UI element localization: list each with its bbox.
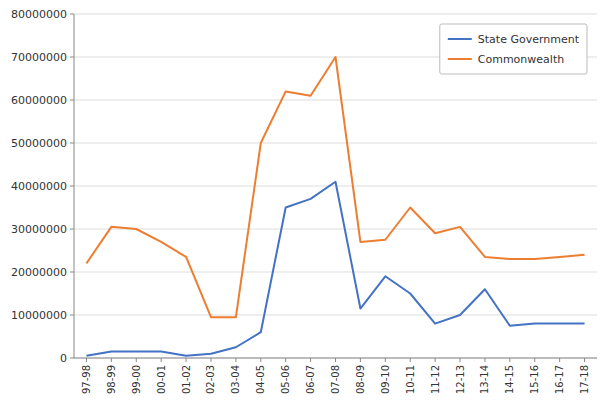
- y-tick-label: 30000000: [11, 223, 67, 236]
- legend-swatch: [448, 58, 472, 60]
- x-tick-label: 08-09: [355, 365, 366, 394]
- grid-line: [74, 100, 597, 101]
- x-tick: [335, 358, 336, 362]
- x-tick: [584, 358, 585, 362]
- legend: State Government Commonwealth: [440, 24, 587, 74]
- legend-label: State Government: [478, 33, 580, 46]
- x-tick-label: 10-11: [405, 365, 416, 394]
- x-tick: [186, 358, 187, 362]
- y-tick: [70, 229, 74, 230]
- y-tick-label: 80000000: [11, 8, 67, 21]
- x-tick: [310, 358, 311, 362]
- x-tick-label: 12-13: [455, 365, 466, 394]
- grid-line: [74, 315, 597, 316]
- x-tick: [360, 358, 361, 362]
- grid-line: [74, 143, 597, 144]
- x-tick: [111, 358, 112, 362]
- x-tick-label: 11-12: [430, 365, 441, 394]
- x-tick-label: 03-04: [230, 365, 241, 394]
- plot-area: [86, 57, 584, 356]
- x-tick: [559, 358, 560, 362]
- x-tick-label: 97-98: [81, 365, 92, 394]
- x-tick: [86, 358, 87, 362]
- y-tick: [70, 272, 74, 273]
- y-tick: [70, 57, 74, 58]
- series-line: [86, 182, 584, 356]
- x-tick: [484, 358, 485, 362]
- legend-swatch: [448, 38, 472, 40]
- x-tick-label: 02-03: [205, 365, 216, 394]
- legend-label: Commonwealth: [478, 53, 564, 66]
- x-tick-label: 06-07: [305, 365, 316, 394]
- y-tick-label: 70000000: [11, 51, 67, 64]
- x-tick-label: 15-16: [529, 365, 540, 394]
- x-tick-label: 14-15: [504, 365, 515, 394]
- y-tick: [70, 358, 74, 359]
- y-tick-label: 50000000: [11, 137, 67, 150]
- chart: 0 10000000 20000000 30000000 40000000 5000000…: [0, 0, 613, 408]
- x-tick-label: 17-18: [579, 365, 590, 394]
- x-tick: [534, 358, 535, 362]
- y-tick-label: 0: [60, 352, 67, 365]
- series-line: [86, 57, 584, 317]
- x-tick-label: 01-02: [181, 365, 192, 394]
- y-tick-label: 60000000: [11, 94, 67, 107]
- grid-line: [74, 272, 597, 273]
- x-tick: [161, 358, 162, 362]
- y-tick: [70, 315, 74, 316]
- x-tick-label: 09-10: [380, 365, 391, 394]
- y-tick-label: 20000000: [11, 266, 67, 279]
- x-tick: [410, 358, 411, 362]
- y-tick: [70, 143, 74, 144]
- x-tick-label: 05-06: [280, 365, 291, 394]
- grid-line: [74, 14, 597, 15]
- x-tick: [285, 358, 286, 362]
- x-tick-label: 00-01: [156, 365, 167, 394]
- x-tick-label: 07-08: [330, 365, 341, 394]
- x-tick: [509, 358, 510, 362]
- x-tick-label: 98-99: [106, 365, 117, 394]
- y-tick: [70, 186, 74, 187]
- y-tick-label: 10000000: [11, 309, 67, 322]
- grid-line: [74, 229, 597, 230]
- y-axis: [74, 14, 75, 358]
- x-tick: [210, 358, 211, 362]
- legend-box: [440, 24, 587, 74]
- x-tick: [136, 358, 137, 362]
- x-tick: [460, 358, 461, 362]
- x-tick-label: 16-17: [554, 365, 565, 394]
- x-tick: [235, 358, 236, 362]
- y-tick: [70, 14, 74, 15]
- x-tick-label: 13-14: [479, 365, 490, 394]
- x-tick-label: 04-05: [255, 365, 266, 394]
- x-tick: [385, 358, 386, 362]
- x-tick: [260, 358, 261, 362]
- y-tick-label: 40000000: [11, 180, 67, 193]
- y-tick: [70, 100, 74, 101]
- x-tick: [435, 358, 436, 362]
- x-tick-label: 99-00: [131, 365, 142, 394]
